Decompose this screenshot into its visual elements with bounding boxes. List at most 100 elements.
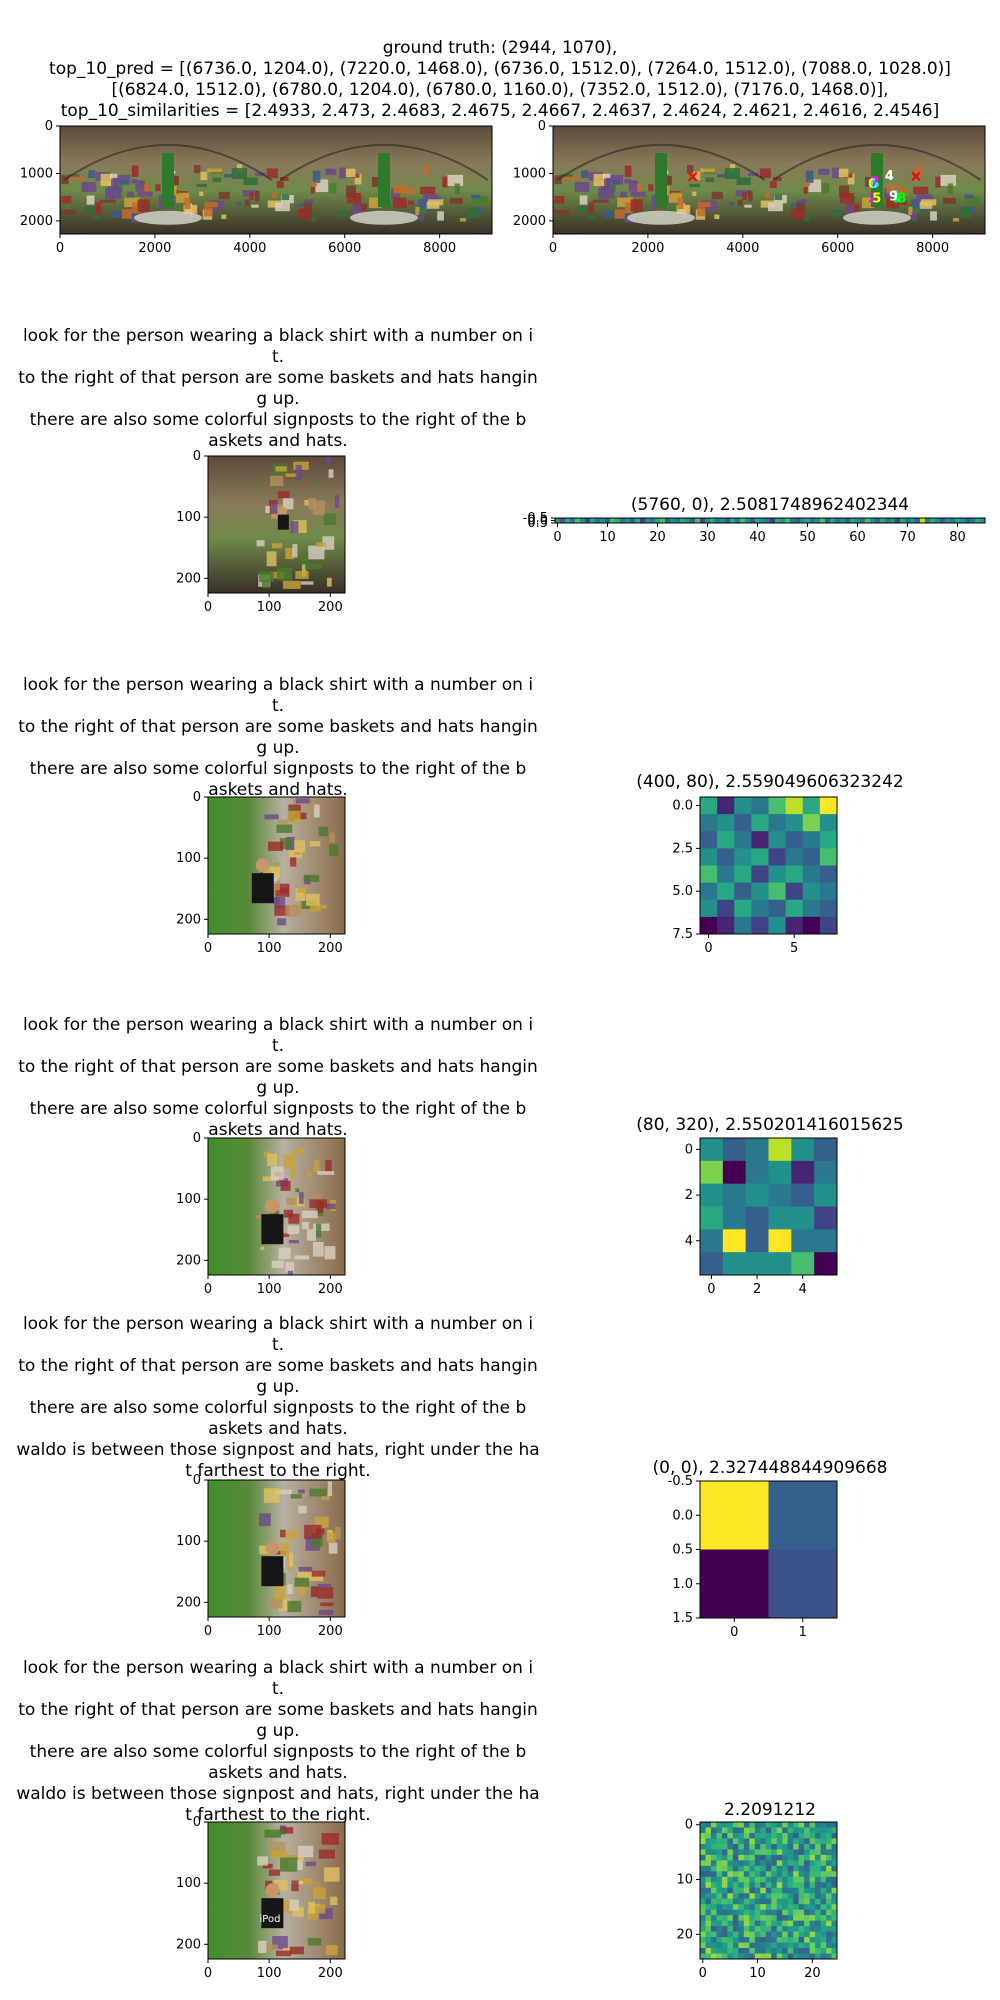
heatmap-cell bbox=[820, 1876, 827, 1883]
heatmap-cell bbox=[734, 916, 752, 935]
heatmap-cell bbox=[745, 1183, 769, 1207]
heatmap-cell bbox=[700, 1854, 706, 1861]
heatmap-cell bbox=[765, 1865, 772, 1872]
stall-patch bbox=[272, 192, 277, 199]
heatmap-cell bbox=[809, 1920, 816, 1927]
heatmap-cell bbox=[749, 1871, 756, 1878]
stall-patch bbox=[65, 204, 71, 210]
crop-patch bbox=[280, 1529, 286, 1538]
heatmap-cell bbox=[826, 1871, 832, 1878]
stall-patch bbox=[107, 185, 122, 199]
heatmap-cell bbox=[695, 518, 701, 524]
stall-patch bbox=[692, 191, 697, 196]
heatmap-cell bbox=[754, 1948, 761, 1954]
heatmap-cell bbox=[770, 518, 776, 524]
ceiling-arch bbox=[63, 143, 273, 181]
heatmap-cell bbox=[749, 1904, 756, 1911]
crop-patch bbox=[287, 1225, 300, 1235]
stall-patch bbox=[231, 167, 248, 179]
heatmap-cell bbox=[791, 1229, 815, 1253]
stall-patch bbox=[135, 180, 145, 192]
heatmap-cell bbox=[749, 1948, 756, 1954]
y-tick-label: 0.0 bbox=[672, 1508, 693, 1523]
y-tick-label: 4 bbox=[685, 1234, 693, 1249]
heatmap-cell bbox=[754, 1849, 761, 1856]
crop-patch bbox=[261, 1944, 278, 1950]
heatmap-cell bbox=[765, 1898, 772, 1905]
crop-patch bbox=[311, 1532, 323, 1548]
heatmap-cell bbox=[700, 1160, 724, 1185]
heatmap-cell bbox=[717, 916, 735, 935]
heatmap-cell bbox=[809, 1904, 816, 1911]
heatmap-cell bbox=[754, 1843, 761, 1850]
heatmap-cell bbox=[793, 1882, 800, 1889]
x-tick-label: 100 bbox=[257, 1624, 282, 1639]
crop-patch bbox=[294, 1148, 304, 1154]
heatmap-cell bbox=[760, 1860, 767, 1867]
crop-patch bbox=[294, 1577, 310, 1587]
heatmap-cell bbox=[831, 1865, 838, 1872]
heatmap-cell bbox=[814, 1138, 838, 1162]
heatmap-cell bbox=[710, 1822, 717, 1828]
heatmap-cell bbox=[787, 1832, 794, 1839]
heatmap-cell bbox=[721, 1832, 728, 1839]
heatmap-cell bbox=[721, 1882, 728, 1889]
stall-patch bbox=[913, 208, 919, 213]
heatmap-cell bbox=[880, 518, 886, 524]
heatmap-cell bbox=[705, 1915, 712, 1922]
heatmap-cell bbox=[804, 1904, 810, 1911]
heatmap-cell bbox=[798, 1942, 805, 1949]
stall-patch bbox=[677, 197, 684, 210]
caption-line: look for the person wearing a black shir… bbox=[22, 326, 534, 346]
heatmap-cell bbox=[815, 1942, 821, 1949]
heatmap-cell bbox=[749, 1822, 756, 1828]
heatmap-cell bbox=[787, 1838, 794, 1845]
stall-patch bbox=[620, 191, 627, 202]
stall-patch bbox=[467, 207, 479, 219]
heatmap-cell bbox=[705, 1849, 712, 1856]
heatmap-cell bbox=[700, 797, 718, 815]
heatmap-cell bbox=[760, 1871, 767, 1878]
heatmap-cell bbox=[722, 1138, 747, 1162]
heatmap-cell bbox=[743, 1926, 750, 1932]
stall-patch bbox=[354, 173, 362, 185]
heatmap-cell bbox=[831, 1937, 838, 1943]
heatmap-cell bbox=[760, 1893, 767, 1900]
person-shirt bbox=[261, 1214, 284, 1245]
crop-patch bbox=[268, 1597, 283, 1609]
heatmap-cell bbox=[655, 518, 661, 524]
crop-patch bbox=[285, 547, 294, 560]
heatmap-cell bbox=[751, 865, 769, 884]
heatmap-cell bbox=[665, 518, 671, 524]
heatmap-cell bbox=[732, 1942, 739, 1949]
heatmap-cell bbox=[705, 1838, 712, 1845]
heatmap-cell bbox=[732, 1920, 739, 1927]
heatmap-cell bbox=[785, 899, 804, 918]
stall-patch bbox=[822, 183, 830, 194]
heatmap-cell bbox=[793, 1827, 800, 1834]
heatmap-cell bbox=[791, 1138, 815, 1162]
crop-patch bbox=[288, 1213, 300, 1224]
crop-patch bbox=[318, 1609, 334, 1616]
heatmap-cell bbox=[765, 1942, 772, 1949]
heatmap-cell bbox=[826, 1942, 832, 1949]
heatmap-cell bbox=[793, 1915, 800, 1922]
heatmap-cell bbox=[768, 1206, 792, 1230]
heatmap-cell bbox=[721, 1838, 728, 1845]
heatmap-cell bbox=[935, 518, 941, 524]
heatmap-cell bbox=[826, 1827, 832, 1834]
heatmap-cell bbox=[700, 916, 718, 935]
crop-patch bbox=[271, 503, 278, 514]
stall-patch bbox=[311, 181, 318, 186]
stall-patch bbox=[280, 177, 289, 181]
stall-patch bbox=[393, 197, 407, 209]
heatmap-cell bbox=[782, 1822, 789, 1828]
heatmap-cell bbox=[793, 1931, 800, 1938]
crop-patch bbox=[257, 1856, 269, 1866]
heatmap-cell bbox=[815, 1904, 821, 1911]
heatmap-cell bbox=[710, 1948, 717, 1954]
heatmap-cell bbox=[760, 1931, 767, 1938]
heatmap-cell bbox=[765, 1893, 772, 1900]
caption-line: g up. bbox=[256, 1377, 300, 1397]
